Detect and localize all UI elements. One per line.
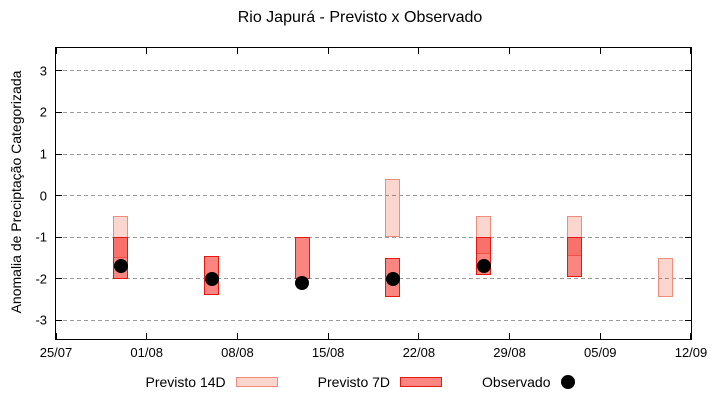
x-tick-mark-bottom [236,333,238,339]
previsto-14d-bar [657,257,673,298]
x-tick-mark-bottom [418,333,420,339]
previsto-14d-bar [385,178,401,238]
y-tick-label: -3 [35,312,47,328]
y-tick-mark-right [685,236,691,238]
x-tick-label: 01/08 [130,345,163,360]
x-tick-mark-top [327,48,329,54]
previsto-14d-swatch [235,377,278,387]
x-tick-mark-top [509,48,511,54]
x-tick-mark-top [418,48,420,54]
y-tick-mark-right [685,195,691,197]
y-axis-label: Anomalia de Preciptação Categorizada [8,70,24,314]
legend-label-observado: Observado [482,374,551,390]
y-tick-label: 2 [39,104,47,120]
gridline [56,236,691,238]
x-tick-label: 29/08 [493,345,526,360]
y-tick-mark-right [685,319,691,321]
x-tick-mark-bottom [56,333,57,339]
x-tick-label: 15/08 [311,345,345,360]
y-tick-mark-left [56,111,62,113]
y-tick-label: 3 [39,63,47,79]
gridline [56,319,691,321]
gridline [56,195,691,197]
observado-dot-swatch [560,375,575,389]
observado-dot [204,271,219,286]
x-tick-mark-top [236,48,238,54]
x-tick-label: 22/08 [402,345,436,360]
legend-item-previsto-14d: Previsto 14D [146,374,278,390]
legend-item-observado: Observado [482,374,575,390]
legend: Previsto 14D Previsto 7D Observado [0,372,720,392]
y-tick-mark-right [685,153,691,155]
x-tick-mark-top [56,48,57,54]
gridline [56,278,691,280]
y-tick-mark-left [56,195,62,197]
y-tick-label: 1 [39,146,47,162]
previsto-7d-swatch [400,377,443,387]
y-tick-mark-left [56,70,62,72]
gridline [56,70,691,72]
previsto-7d-bar [566,237,582,277]
y-tick-label: 0 [39,188,47,204]
x-tick-label: 08/08 [221,345,254,360]
gridline [56,111,691,113]
chart-title: Rio Japurá - Previsto x Observado [237,9,483,26]
x-tick-mark-bottom [146,333,148,339]
y-tick-mark-right [685,111,691,113]
y-tick-mark-left [56,153,62,155]
gridline [56,153,691,155]
x-tick-label: 25/07 [39,345,73,360]
legend-label-previsto-14d: Previsto 14D [145,374,226,390]
observado-dot [385,271,400,286]
x-tick-label: 05/09 [584,345,617,360]
y-tick-mark-left [56,278,62,280]
legend-label-previsto-7d: Previsto 7D [317,374,391,390]
y-tick-label: -2 [35,271,47,287]
observado-dot [476,259,491,274]
observado-dot [295,275,310,290]
y-tick-mark-right [685,70,691,72]
x-tick-mark-bottom [327,333,329,339]
y-tick-mark-left [56,319,62,321]
x-tick-label: 12/09 [674,345,708,360]
legend-item-previsto-7d: Previsto 7D [317,374,443,390]
x-tick-mark-top [690,48,691,54]
x-tick-mark-bottom [509,333,511,339]
y-tick-label: -1 [35,229,47,245]
y-tick-mark-left [56,236,62,238]
y-tick-mark-right [685,278,691,280]
x-tick-mark-top [146,48,148,54]
x-tick-mark-top [599,48,601,54]
x-tick-mark-bottom [599,333,601,339]
observado-dot [113,259,128,274]
previsto-7d-bar [294,237,310,279]
plot-area: 3 2 1 0 -1 -2 -3 25/07 01/08 08/08 15/08 22/08 29/08… [35,47,707,360]
x-tick-mark-bottom [690,333,691,339]
